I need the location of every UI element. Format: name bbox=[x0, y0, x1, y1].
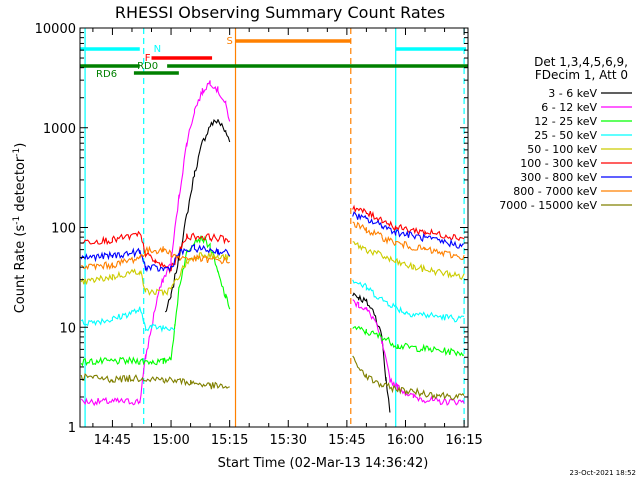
x-tick-label-1: 14:45 bbox=[94, 433, 131, 448]
series-line-8 bbox=[81, 221, 465, 271]
x-tick-label-6: 16:00 bbox=[387, 433, 424, 448]
legend-label-1: 3 - 6 keV bbox=[548, 87, 597, 100]
x-axis-label: Start Time (02-Mar-13 14:36:42) bbox=[218, 456, 429, 471]
y-tick-label-3: 100 bbox=[51, 222, 76, 237]
legend-label-4: 25 - 50 keV bbox=[534, 129, 597, 142]
y-label-sup-2: -1 bbox=[12, 148, 22, 157]
x-tick-label-4: 15:30 bbox=[270, 433, 307, 448]
y-tick-label-5: 10000 bbox=[35, 22, 76, 37]
plot-frame bbox=[79, 27, 469, 428]
chart-title: RHESSI Observing Summary Count Rates bbox=[115, 3, 445, 22]
generated-timestamp: 23-Oct-2021 18:52 bbox=[570, 469, 636, 477]
series-line-1 bbox=[164, 119, 391, 413]
y-tick-label-1: 1 bbox=[68, 421, 76, 436]
legend-header-line-2: FDecim 1, Att 0 bbox=[535, 68, 628, 82]
y-label-sup-1: -1 bbox=[12, 216, 22, 225]
x-tick-label-7: 16:15 bbox=[445, 433, 482, 448]
series-line-2 bbox=[80, 80, 465, 407]
y-axis-label: Count Rate (s-1 detector-1) bbox=[12, 143, 28, 314]
series-line-6 bbox=[81, 204, 465, 275]
y-tick-label-4: 1000 bbox=[43, 122, 76, 137]
legend-label-7: 300 - 800 keV bbox=[520, 171, 597, 184]
legend: Det 1,3,4,5,6,9, FDecim 1, Att 0 3 - 6 k… bbox=[499, 55, 632, 212]
series-line-5 bbox=[80, 241, 465, 296]
legend-label-2: 6 - 12 keV bbox=[541, 101, 597, 114]
axes: 14:45 15:00 15:15 15:30 15:45 16:00 16:15 1 10 10… bbox=[35, 22, 483, 448]
legend-label-5: 50 - 100 keV bbox=[527, 143, 597, 156]
y-label-end: ) bbox=[13, 143, 28, 148]
legend-label-8: 800 - 7000 keV bbox=[513, 185, 597, 198]
legend-label-3: 12 - 25 keV bbox=[534, 115, 597, 128]
y-label-main: Count Rate (s bbox=[13, 225, 28, 314]
x-tick-label-5: 15:45 bbox=[328, 433, 365, 448]
legend-label-9: 7000 - 15000 keV bbox=[499, 199, 597, 212]
plot-area: NF S RD0 RD6 bbox=[80, 28, 468, 427]
flag-label-f: F bbox=[145, 53, 151, 64]
series-line-4 bbox=[80, 279, 465, 333]
x-tick-label-3: 15:15 bbox=[211, 433, 248, 448]
y-tick-label-2: 10 bbox=[59, 321, 76, 336]
legend-label-6: 100 - 300 keV bbox=[520, 157, 597, 170]
flag-label-rd0: RD0 bbox=[137, 61, 158, 72]
flag-label-rd6: RD6 bbox=[96, 69, 117, 80]
y-label-tail: detector bbox=[13, 156, 28, 216]
series-line-3 bbox=[80, 235, 465, 367]
x-tick-label-2: 15:00 bbox=[152, 433, 189, 448]
flag-label-n: N bbox=[154, 44, 161, 55]
legend-header-line-1: Det 1,3,4,5,6,9, bbox=[534, 55, 628, 69]
flag-label-s: S bbox=[226, 36, 232, 47]
series-line-7 bbox=[80, 211, 465, 273]
series-line-9 bbox=[80, 355, 465, 401]
